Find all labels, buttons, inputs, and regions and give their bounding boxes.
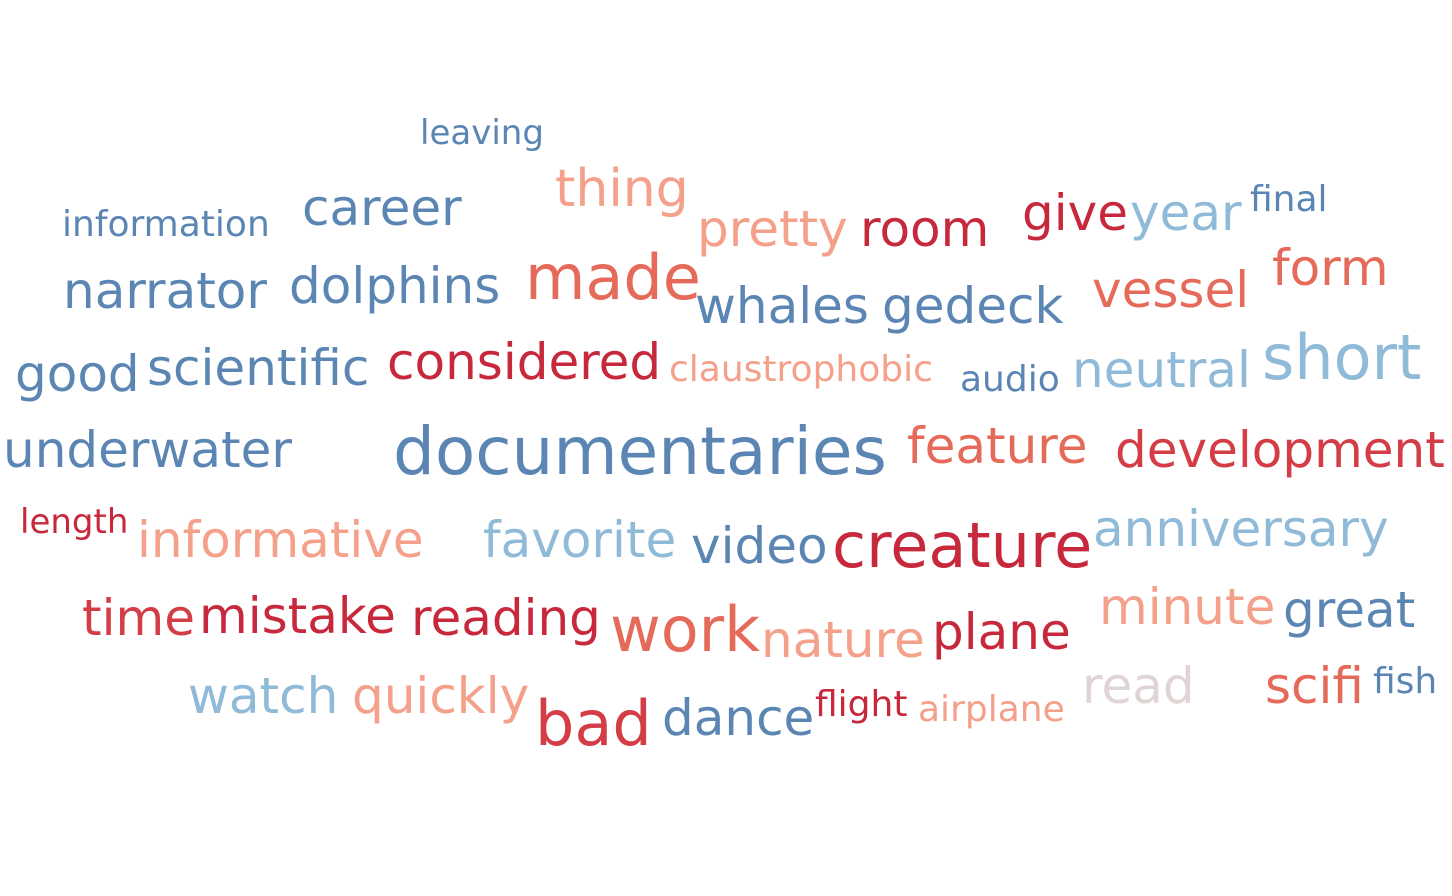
word-made: made [525,241,701,314]
word-mistake: mistake [199,587,396,645]
word-great: great [1283,581,1416,639]
word-room: room [860,200,990,258]
word-read: read [1082,657,1195,715]
word-gedeck: gedeck [882,277,1064,335]
word-audio: audio [960,359,1060,400]
word-final: final [1250,179,1328,220]
word-year: year [1130,184,1242,242]
word-airplane: airplane [918,689,1065,730]
word-scientific: scientific [147,339,370,397]
word-give: give [1022,184,1128,242]
word-reading: reading [411,589,601,647]
word-anniversary: anniversary [1093,500,1389,558]
word-career: career [302,179,462,237]
word-bad: bad [535,687,652,760]
word-nature: nature [761,611,925,669]
word-time: time [82,589,195,647]
word-pretty: pretty [697,200,848,258]
word-video: video [691,517,828,575]
word-form: form [1272,239,1389,297]
word-watch: watch [188,667,339,725]
word-claustrophobic: claustrophobic [669,349,933,390]
word-favorite: favorite [483,511,677,569]
word-flight: flight [815,684,908,725]
word-information: information [62,204,270,245]
word-underwater: underwater [3,421,292,479]
word-plane: plane [932,603,1071,661]
word-dance: dance [662,689,815,747]
word-informative: informative [137,511,424,569]
word-narrator: narrator [63,262,267,320]
word-documentaries: documentaries [393,413,887,490]
word-fish: fish [1373,661,1438,702]
word-work: work [610,593,761,666]
word-creature: creature [832,509,1093,582]
word-neutral: neutral [1072,341,1251,399]
word-thing: thing [555,159,689,219]
word-scifi: scifi [1265,657,1364,715]
word-length: length [20,502,129,542]
word-vessel: vessel [1092,261,1250,319]
word-feature: feature [907,417,1088,475]
word-leaving: leaving [420,113,544,153]
word-short: short [1262,321,1422,394]
word-dolphins: dolphins [289,257,501,315]
word-development: development [1115,421,1445,479]
word-quickly: quickly [352,667,530,725]
word-considered: considered [387,333,662,391]
word-good: good [15,345,140,403]
word-whales: whales [695,277,869,335]
word-minute: minute [1099,578,1276,636]
